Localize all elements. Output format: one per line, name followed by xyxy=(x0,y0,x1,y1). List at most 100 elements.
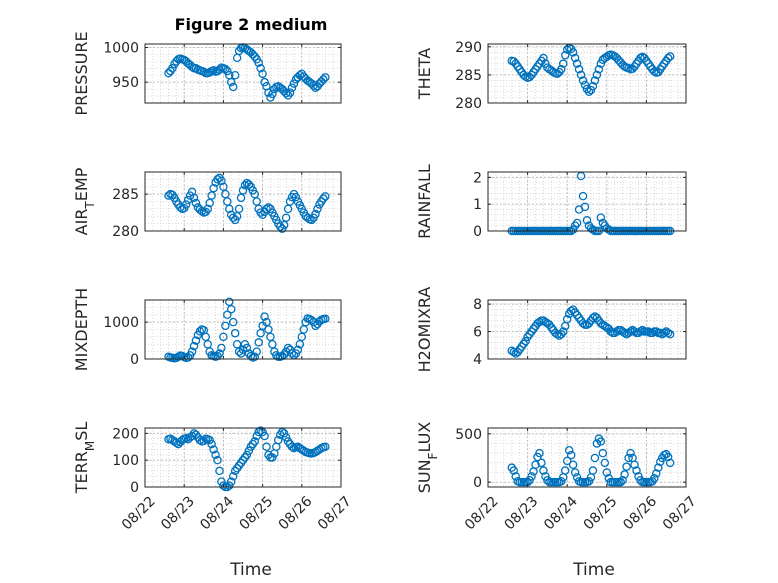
x-tick-label: 08/22 xyxy=(119,493,159,533)
x-tick-label: 08/25 xyxy=(581,493,621,533)
data-point xyxy=(602,468,612,477)
data-series xyxy=(507,434,675,487)
plot-area xyxy=(145,44,341,103)
data-point xyxy=(604,225,614,234)
plot-area xyxy=(488,172,686,231)
data-point xyxy=(289,79,299,88)
data-point xyxy=(268,339,277,349)
data-point xyxy=(650,474,659,483)
data-point xyxy=(321,192,330,201)
data-point xyxy=(189,193,199,203)
data-point xyxy=(228,213,238,222)
y-tick-label: 0 xyxy=(473,224,482,240)
data-point xyxy=(268,89,277,99)
x-tick-label: 08/24 xyxy=(541,493,581,533)
data-point xyxy=(572,218,582,228)
x-axis-label-right: Time xyxy=(572,560,615,580)
data-point xyxy=(562,456,572,466)
data-point xyxy=(219,332,228,342)
data-point xyxy=(606,327,616,336)
data-point xyxy=(560,50,570,60)
data-point xyxy=(616,477,625,487)
y-tick-label: 2 xyxy=(473,170,482,186)
data-point xyxy=(574,65,584,74)
data-point xyxy=(217,343,226,353)
data-point xyxy=(262,317,271,327)
data-point xyxy=(535,448,544,458)
data-point xyxy=(624,453,633,463)
data-point xyxy=(578,191,588,201)
data-point xyxy=(539,53,548,63)
subplot-pressure: 950 1000 PRESSURE xyxy=(72,31,342,116)
data-point xyxy=(250,189,260,199)
data-point xyxy=(226,477,236,486)
subplot-terr-msl: 0 100 200 TERRMSL 08/22 08/23 08/24 08/25 08/26 0… xyxy=(72,422,355,534)
data-point xyxy=(238,345,248,355)
data-point xyxy=(313,204,322,214)
data-point xyxy=(596,59,606,68)
y-axis-label: H2OMIXRA xyxy=(415,287,434,373)
data-point xyxy=(191,336,201,345)
data-point xyxy=(560,466,570,475)
data-point xyxy=(636,327,645,336)
data-point xyxy=(630,460,639,470)
data-point xyxy=(254,58,263,67)
data-point xyxy=(588,466,598,475)
axes-box xyxy=(144,43,342,104)
data-point xyxy=(203,204,212,214)
data-point xyxy=(246,351,256,361)
y-tick-label: 500 xyxy=(455,427,482,443)
data-point xyxy=(566,450,576,460)
x-tick-label: 08/27 xyxy=(315,493,355,533)
data-point xyxy=(309,81,318,90)
data-point xyxy=(219,182,228,191)
data-point xyxy=(209,445,218,454)
x-tick-label: 08/26 xyxy=(276,493,316,533)
data-point xyxy=(539,466,548,475)
data-point xyxy=(321,73,330,82)
y-tick-label: 6 xyxy=(473,325,482,341)
data-point xyxy=(191,198,201,208)
axes-box xyxy=(144,427,342,488)
data-point xyxy=(225,481,234,490)
data-point xyxy=(665,52,675,61)
data-point xyxy=(578,76,588,85)
data-point xyxy=(207,439,216,449)
data-point xyxy=(630,327,639,336)
data-point xyxy=(596,437,606,446)
data-point xyxy=(217,176,226,186)
data-point xyxy=(665,458,675,468)
data-point xyxy=(252,347,261,356)
data-point xyxy=(319,194,328,203)
data-point xyxy=(644,327,653,336)
y-axis-label: TERRMSL xyxy=(72,422,97,495)
data-point xyxy=(205,198,214,208)
data-point xyxy=(307,316,316,325)
data-point xyxy=(287,442,297,452)
data-point xyxy=(590,453,600,463)
data-point xyxy=(215,65,224,74)
axes-box xyxy=(487,171,687,232)
x-tick-label: 08/27 xyxy=(660,493,700,533)
data-point xyxy=(254,338,263,347)
data-point xyxy=(260,77,269,87)
y-tick-label: 8 xyxy=(473,297,482,313)
data-point xyxy=(564,445,574,455)
y-tick-label: 280 xyxy=(112,224,139,240)
data-point xyxy=(576,70,586,80)
data-point xyxy=(258,69,267,79)
data-point xyxy=(223,66,232,76)
data-point xyxy=(275,222,285,231)
data-point xyxy=(663,53,673,63)
data-point xyxy=(638,325,647,335)
data-point xyxy=(612,327,621,336)
data-point xyxy=(620,328,629,338)
data-point xyxy=(319,75,328,84)
data-point xyxy=(207,191,216,200)
data-point xyxy=(580,202,590,212)
data-point xyxy=(236,193,246,203)
data-point xyxy=(256,426,265,435)
data-point xyxy=(626,327,635,336)
data-point xyxy=(234,204,244,214)
